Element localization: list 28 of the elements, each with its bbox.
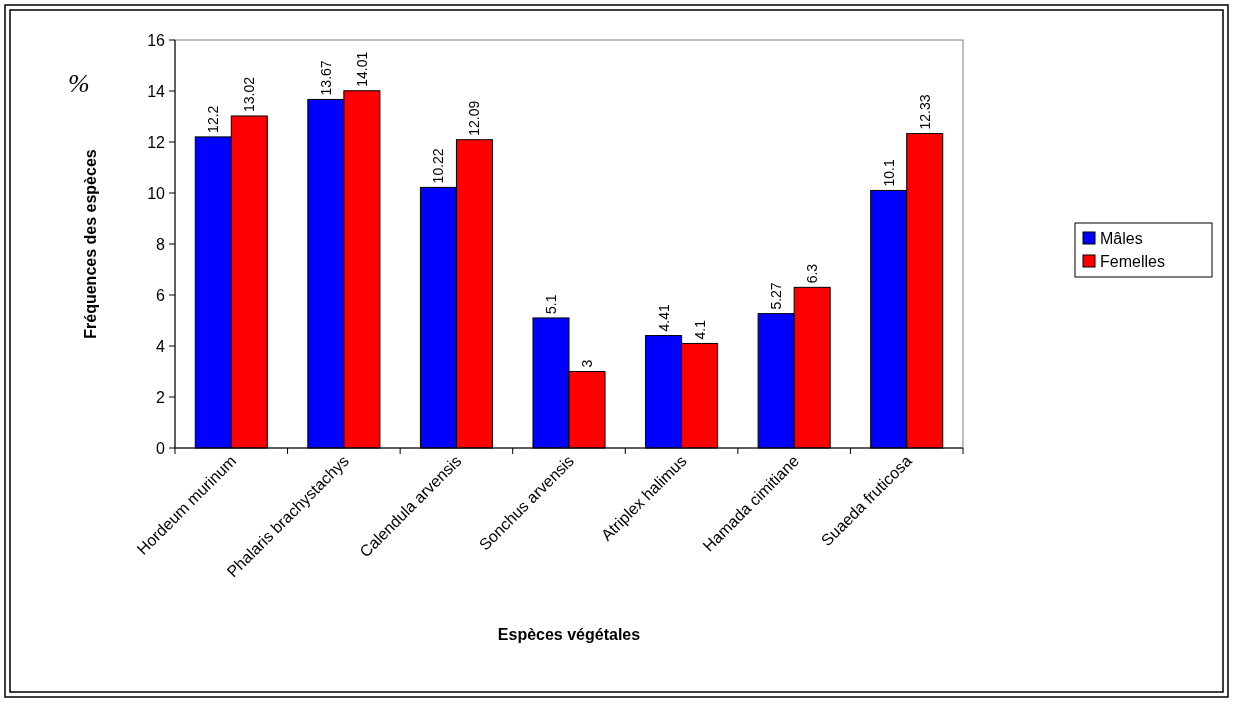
data-label: 5.1 — [542, 294, 559, 314]
legend-label: Femelles — [1100, 252, 1165, 270]
text: % — [68, 69, 90, 98]
data-label: 5.27 — [768, 282, 785, 310]
data-label: 6.3 — [804, 263, 821, 284]
y-tick-label: 2 — [156, 388, 166, 406]
data-label: 3 — [579, 359, 596, 368]
data-label: 13.02 — [241, 76, 258, 112]
data-label: 13.67 — [317, 60, 334, 96]
data-label: 14.01 — [353, 51, 370, 87]
y-tick-label: 14 — [147, 82, 166, 100]
y-tick-label: 6 — [156, 286, 166, 304]
data-label: 12.09 — [466, 100, 483, 136]
y-tick-label: 8 — [156, 235, 166, 253]
data-label: 10.1 — [880, 158, 897, 187]
y-tick-label: 10 — [147, 184, 166, 202]
y-tick-label: 16 — [147, 31, 166, 49]
y-tick-label: 0 — [156, 439, 166, 457]
data-label: 12.33 — [916, 94, 933, 130]
data-label: 12.2 — [205, 105, 222, 133]
data-label: 10.22 — [430, 148, 447, 184]
data-label: 4.1 — [691, 319, 708, 340]
legend-label: Mâles — [1100, 229, 1143, 247]
y-axis-title: Fréquences des espèces — [82, 149, 99, 339]
y-tick-label: 4 — [156, 337, 166, 355]
x-axis-title: Espèces végétales — [497, 626, 641, 643]
y-tick-label: 12 — [147, 133, 166, 151]
data-label: 4.41 — [655, 304, 672, 332]
